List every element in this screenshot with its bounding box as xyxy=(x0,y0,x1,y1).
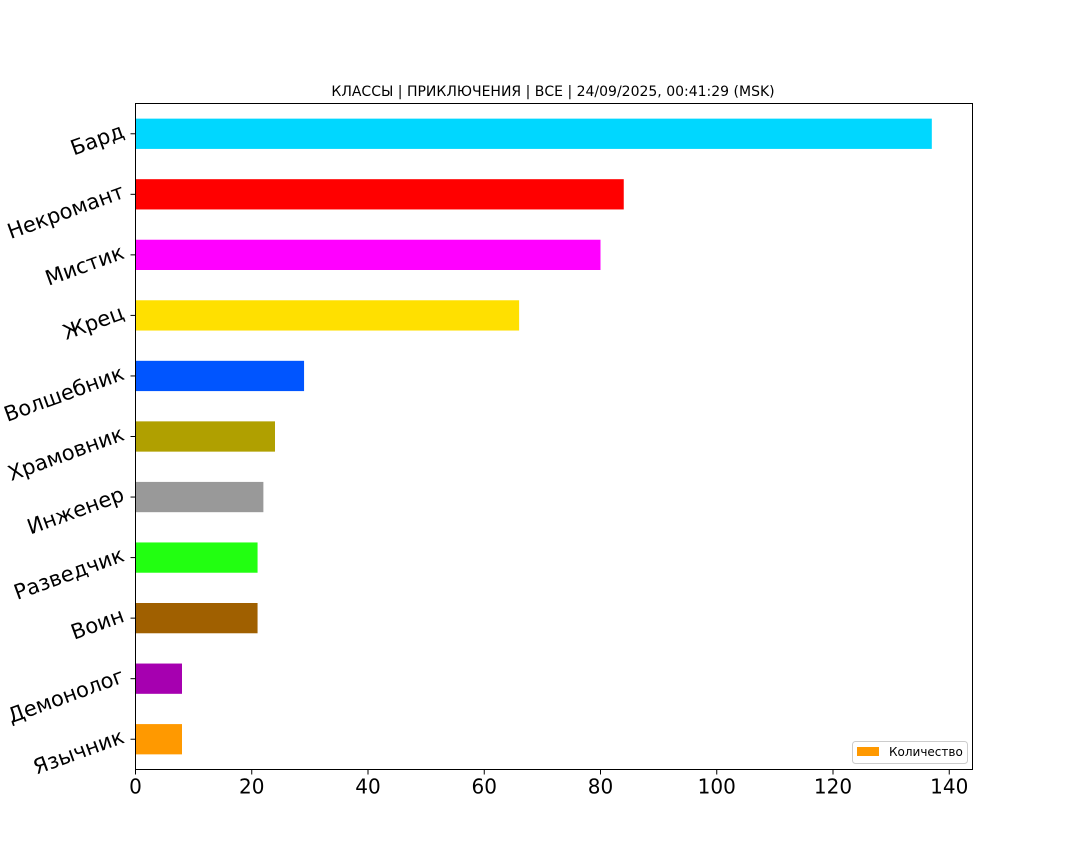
legend: Количество xyxy=(852,741,968,764)
bar-жрец xyxy=(135,300,520,331)
category-label-храмовник: Храмовник xyxy=(5,422,128,486)
bar-инженер xyxy=(135,481,264,513)
x-tick-label: 20 xyxy=(239,775,264,799)
category-label-демонолог: Демонолог xyxy=(4,664,127,728)
x-tick-label: 120 xyxy=(814,775,852,799)
x-tick-label: 140 xyxy=(930,775,968,799)
bar-волшебник xyxy=(135,360,305,392)
chart-title: КЛАССЫ | ПРИКЛЮЧЕНИЯ | ВСЕ | 24/09/2025,… xyxy=(331,84,774,100)
plot-frame xyxy=(135,103,973,770)
legend-label: Количество xyxy=(889,745,963,759)
bar-разведчик xyxy=(135,542,258,573)
bar-бард xyxy=(135,118,932,149)
category-label-мистик: Мистик xyxy=(42,240,127,291)
category-label-разведчик: Разведчик xyxy=(11,543,128,605)
bar-мистик xyxy=(135,239,601,270)
bar-храмовник xyxy=(135,421,275,452)
category-label-инженер: Инженер xyxy=(24,482,127,539)
x-tick-label: 60 xyxy=(472,775,497,799)
x-tick-label: 100 xyxy=(698,775,736,799)
category-label-воин: Воин xyxy=(68,603,128,644)
x-axis-ticks: 0 20 40 60 80 100 120 140 xyxy=(129,769,968,799)
x-tick-label: 40 xyxy=(355,775,380,799)
legend-swatch xyxy=(857,747,879,756)
category-label-жрец: Жрец xyxy=(60,301,128,345)
bars-group xyxy=(135,118,932,755)
category-label-волшебник: Волшебник xyxy=(1,361,127,427)
bar-некромант xyxy=(135,179,624,210)
bar-демонолог xyxy=(135,663,182,694)
category-label-некромант: Некромант xyxy=(4,179,127,243)
category-label-бард: Бард xyxy=(67,119,127,160)
legend-box xyxy=(852,741,968,764)
bar-воин xyxy=(135,603,258,634)
x-tick-label: 80 xyxy=(588,775,613,799)
x-tick-label: 0 xyxy=(129,775,142,799)
bar-язычник xyxy=(135,724,182,755)
category-label-язычник: Язычник xyxy=(30,724,127,779)
